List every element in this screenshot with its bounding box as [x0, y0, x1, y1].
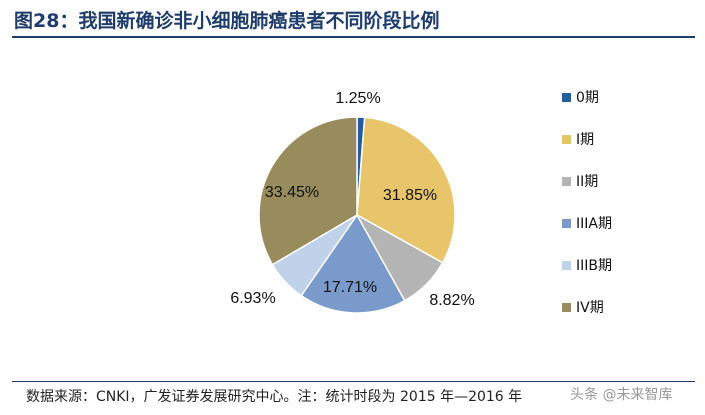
- slice-label-6: 33.45%: [265, 184, 319, 201]
- legend-label-4: IIIA期: [576, 216, 612, 232]
- legend-swatch-4: [562, 219, 571, 228]
- legend-swatch-3: [562, 177, 571, 186]
- slice-label-1: 1.25%: [335, 90, 380, 107]
- legend-swatch-2: [562, 135, 571, 144]
- watermark: 头条 @未来智库: [570, 387, 673, 403]
- title-bar: 图28：我国新确诊非小细胞肺癌患者不同阶段比例: [12, 0, 695, 38]
- legend-label-1: 0期: [576, 90, 599, 106]
- pie-slice-6: [258, 116, 358, 266]
- legend-swatch-5: [562, 261, 571, 270]
- footer-divider: [12, 381, 695, 382]
- slice-label-5: 6.93%: [230, 290, 275, 307]
- chart-title: 图28：我国新确诊非小细胞肺癌患者不同阶段比例: [14, 10, 440, 32]
- legend-label-5: IIIB期: [576, 258, 612, 274]
- source-note: 数据来源：CNKI，广发证券发展研究中心。注：统计时段为 2015 年—2016…: [26, 389, 523, 405]
- legend-label-6: IV期: [576, 300, 604, 316]
- slice-label-2: 31.85%: [383, 187, 437, 204]
- slice-label-4: 17.71%: [323, 279, 377, 296]
- pie-slice-2: [356, 116, 456, 264]
- legend-label-2: I期: [576, 132, 594, 148]
- legend-swatch-1: [562, 93, 571, 102]
- pie-chart: 1.25% 31.85% 8.82% 17.71% 6.93% 33.45% 0期 I期 II期…: [230, 90, 612, 316]
- slice-label-3: 8.82%: [429, 292, 474, 309]
- pie-slice-4: [300, 213, 406, 314]
- legend-label-3: II期: [576, 174, 598, 190]
- legend-swatch-6: [562, 303, 571, 312]
